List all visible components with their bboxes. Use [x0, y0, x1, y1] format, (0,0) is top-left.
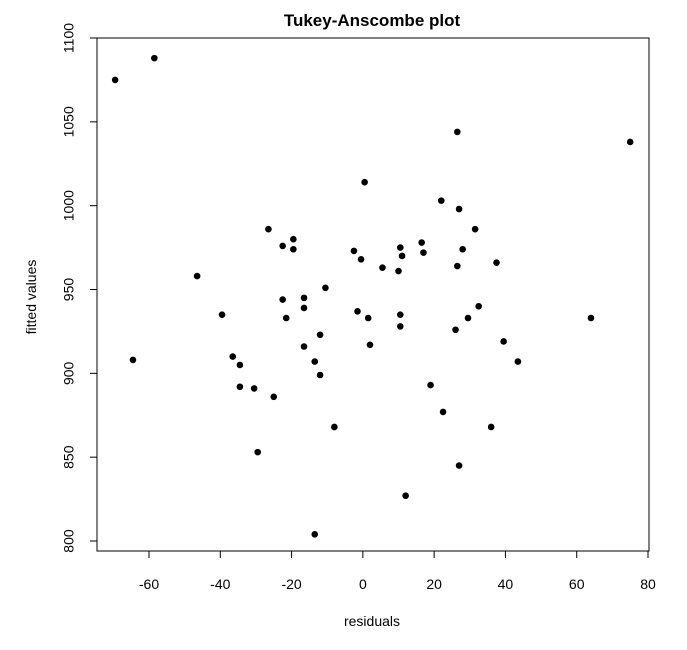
- data-point: [402, 492, 409, 500]
- data-point: [396, 244, 404, 251]
- data-point: [500, 338, 507, 345]
- data-point: [626, 138, 634, 146]
- y-tick-label: 1100: [61, 23, 77, 53]
- data-point: [493, 259, 500, 266]
- data-point: [354, 307, 361, 315]
- data-point: [396, 323, 404, 330]
- y-tick-label: 800: [61, 529, 77, 553]
- data-point: [464, 314, 472, 322]
- x-tick-label: 80: [640, 576, 656, 592]
- x-tick-label: 40: [498, 576, 514, 592]
- x-tick-label: 0: [359, 576, 367, 592]
- data-point: [111, 76, 119, 84]
- data-point: [193, 272, 201, 280]
- data-point: [151, 54, 158, 62]
- data-point: [452, 326, 459, 334]
- data-point: [129, 356, 137, 364]
- data-point: [290, 245, 297, 253]
- data-point: [290, 235, 297, 243]
- data-point: [427, 381, 434, 389]
- data-point: [254, 448, 262, 456]
- data-point: [454, 128, 461, 136]
- y-tick-label: 950: [61, 278, 77, 302]
- data-point: [459, 245, 466, 253]
- x-tick-label: 20: [426, 576, 442, 592]
- data-point: [236, 361, 244, 369]
- x-axis-label: residuals: [344, 613, 400, 629]
- data-point: [437, 197, 445, 204]
- data-point: [316, 331, 324, 339]
- data-point: [311, 358, 319, 365]
- data-point: [300, 343, 308, 350]
- data-point: [439, 408, 447, 416]
- data-point: [218, 311, 226, 318]
- data-points: [111, 54, 634, 538]
- data-point: [379, 264, 386, 272]
- data-point: [418, 239, 425, 246]
- data-point: [396, 311, 404, 318]
- data-point: [398, 252, 406, 260]
- x-tick-label: -60: [139, 576, 159, 592]
- y-tick-label: 850: [61, 445, 77, 469]
- plot-frame: [96, 37, 650, 552]
- data-point: [311, 530, 319, 538]
- data-point: [316, 371, 324, 379]
- y-axis-label: fitted values: [23, 260, 39, 335]
- data-point: [300, 304, 308, 312]
- data-point: [279, 296, 286, 303]
- data-point: [364, 314, 372, 322]
- data-point: [236, 383, 244, 391]
- y-axis: 800 850 900 950 1000 1050 1100: [61, 23, 98, 553]
- data-point: [471, 225, 479, 233]
- data-point: [455, 205, 463, 213]
- data-point: [265, 225, 272, 233]
- data-point: [279, 242, 286, 250]
- x-tick-label: 60: [569, 576, 585, 592]
- x-tick-label: -40: [210, 576, 230, 592]
- chart-title: Tukey-Anscombe plot: [284, 11, 461, 30]
- data-point: [357, 256, 365, 263]
- x-axis: -60 -40 -20 0 20 40 60 80: [139, 550, 656, 592]
- data-point: [300, 294, 308, 302]
- y-tick-label: 1000: [61, 190, 77, 221]
- data-point: [395, 267, 402, 275]
- data-point: [366, 341, 374, 349]
- data-point: [270, 393, 278, 401]
- data-point: [229, 353, 237, 360]
- data-point: [475, 302, 482, 310]
- data-point: [454, 262, 461, 270]
- y-tick-label: 1050: [61, 106, 77, 137]
- x-tick-label: -20: [281, 576, 301, 592]
- data-point: [587, 314, 595, 322]
- data-point: [487, 423, 495, 431]
- data-point: [361, 178, 368, 186]
- data-point: [282, 314, 290, 322]
- data-point: [250, 385, 258, 392]
- data-point: [350, 247, 358, 255]
- data-point: [420, 249, 427, 256]
- y-tick-label: 900: [61, 361, 77, 385]
- data-point: [455, 462, 463, 469]
- data-point: [331, 423, 338, 431]
- data-point: [514, 358, 522, 365]
- data-point: [322, 284, 329, 292]
